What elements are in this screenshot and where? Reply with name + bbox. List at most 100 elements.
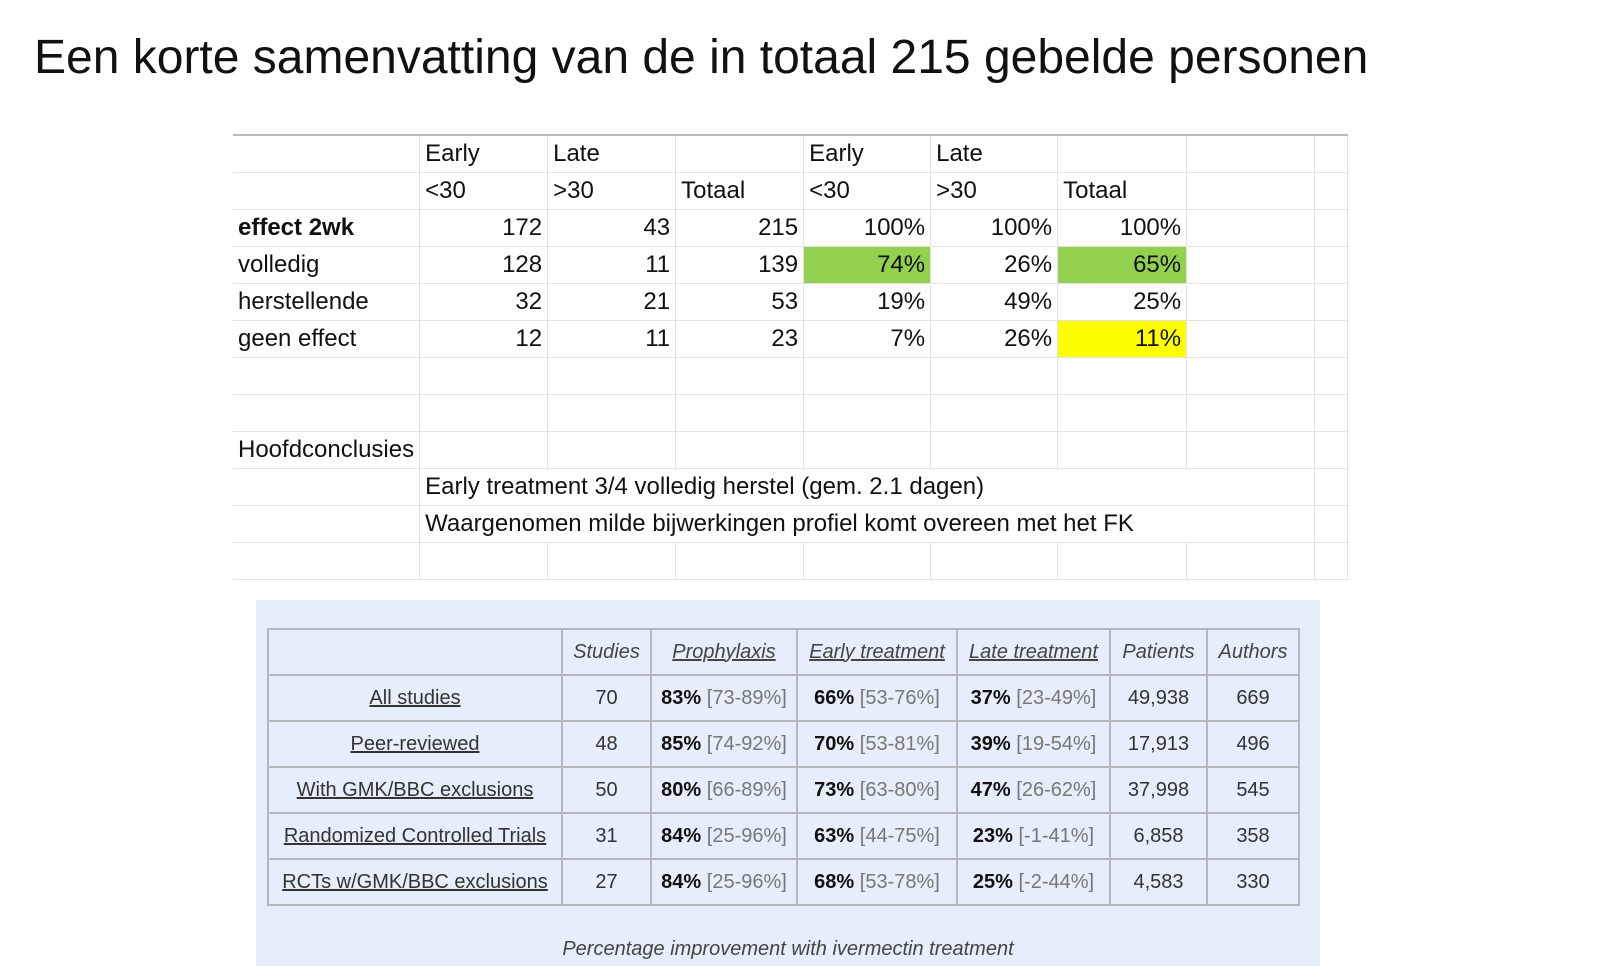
row-label: volledig <box>233 245 421 284</box>
sheet-row <box>233 356 1349 395</box>
evidence-cell: 4,583 <box>1109 858 1208 906</box>
value-cell: 49% <box>930 282 1059 321</box>
evidence-cell: 48 <box>561 720 652 768</box>
evidence-cell: 17,913 <box>1109 720 1208 768</box>
evidence-cell: With GMK/BBC exclusions <box>267 766 563 814</box>
sheet-row: herstellende 32 21 53 19% 49% 25% <box>233 282 1349 321</box>
sheet-cell <box>233 135 421 173</box>
sheet-cell <box>930 393 1059 432</box>
sheet-row: geen effect 12 11 23 7% 26% 11% <box>233 319 1349 358</box>
percent: 39% <box>970 732 1011 755</box>
column-header[interactable]: Early treatment <box>796 628 958 676</box>
column-header: Early <box>419 135 549 173</box>
sheet-cell <box>1186 541 1316 580</box>
sheet-cell <box>1186 319 1316 358</box>
sheet-cell <box>1186 393 1316 432</box>
evidence-cell: Randomized Controlled Trials <box>267 812 563 860</box>
value-cell: 26% <box>930 319 1059 358</box>
column-header: Early <box>803 135 932 173</box>
percent: 83% <box>661 686 702 709</box>
value-cell: 172 <box>419 208 549 247</box>
sheet-cell <box>803 356 932 395</box>
range: [63-80%] <box>859 778 940 801</box>
sheet-cell <box>930 430 1059 469</box>
value-cell: 43 <box>547 208 677 247</box>
row-link[interactable]: Peer-reviewed <box>350 732 480 755</box>
evidence-cell: Peer-reviewed <box>267 720 563 768</box>
evidence-cell: 669 <box>1206 674 1300 722</box>
evidence-cell: 68% [53-78%] <box>796 858 958 906</box>
row-link[interactable]: With GMK/BBC exclusions <box>296 778 534 801</box>
sheet-row: volledig 128 11 139 74% 26% 65% <box>233 245 1349 284</box>
evidence-panel: Studies Prophylaxis Early treatment Late tr… <box>256 600 1320 966</box>
range: [25-96%] <box>706 870 787 893</box>
value-cell: 128 <box>419 245 549 284</box>
sheet-cell <box>233 393 421 432</box>
percent: 37% <box>970 686 1011 709</box>
sheet-cell <box>233 171 421 210</box>
sheet-row: Hoofdconclusies <box>233 430 1349 469</box>
row-link[interactable]: Randomized Controlled Trials <box>283 824 547 847</box>
value-cell: 53 <box>675 282 805 321</box>
column-header: <30 <box>803 171 932 210</box>
evidence-cell: 84% [25-96%] <box>650 812 798 860</box>
sheet-cell <box>233 467 421 506</box>
sheet-cell <box>1186 135 1316 173</box>
column-header: Patients <box>1109 628 1208 676</box>
evidence-cell: 37,998 <box>1109 766 1208 814</box>
evidence-row: RCTs w/GMK/BBC exclusions 27 84% [25-96%] 6… <box>267 858 1300 906</box>
percent: 70% <box>814 732 855 755</box>
value-cell: 74% <box>803 245 932 284</box>
sheet-row: <30 >30 Totaal <30 >30 Totaal <box>233 171 1349 210</box>
column-header: Totaal <box>1057 171 1188 210</box>
evidence-cell: 330 <box>1206 858 1300 906</box>
sheet-cell <box>233 356 421 395</box>
sheet-cell <box>1057 356 1188 395</box>
row-link[interactable]: RCTs w/GMK/BBC exclusions <box>282 870 548 893</box>
sheet-cell <box>1314 171 1349 210</box>
sheet-cell <box>930 356 1059 395</box>
conclusion-text: Waargenomen milde bijwerkingen profiel k… <box>419 504 1316 543</box>
percent: 47% <box>970 778 1011 801</box>
row-label: herstellende <box>233 282 421 321</box>
range: [19-54%] <box>1016 732 1097 755</box>
percent: 85% <box>661 732 702 755</box>
range: [53-76%] <box>859 686 940 709</box>
percent: 68% <box>814 870 855 893</box>
column-header: Late <box>930 135 1059 173</box>
value-cell: 21 <box>547 282 677 321</box>
evidence-cell: 25% [-2-44%] <box>956 858 1111 906</box>
sheet-cell <box>1314 245 1349 284</box>
column-header[interactable]: Prophylaxis <box>650 628 798 676</box>
range: [25-96%] <box>706 824 787 847</box>
sheet-cell <box>419 356 549 395</box>
range: [53-81%] <box>859 732 940 755</box>
evidence-cell: 70% [53-81%] <box>796 720 958 768</box>
sheet-cell <box>1314 208 1349 247</box>
row-label: geen effect <box>233 319 421 358</box>
value-cell: 7% <box>803 319 932 358</box>
range: [-1-41%] <box>1018 824 1095 847</box>
sheet-cell <box>675 541 805 580</box>
value-cell: 11% <box>1057 319 1188 358</box>
column-header[interactable]: Late treatment <box>956 628 1111 676</box>
spreadsheet: Early Late Early Late <30 >30 Totaal <30 >30 Tota… <box>233 134 1349 580</box>
sheet-row <box>233 541 1349 580</box>
range: [44-75%] <box>859 824 940 847</box>
percent: 63% <box>814 824 855 847</box>
evidence-cell: 23% [-1-41%] <box>956 812 1111 860</box>
sheet-row: Waargenomen milde bijwerkingen profiel k… <box>233 504 1349 543</box>
percent: 80% <box>661 778 702 801</box>
value-cell: 100% <box>930 208 1059 247</box>
sheet-cell <box>1314 393 1349 432</box>
sheet-cell <box>1186 356 1316 395</box>
value-cell: 65% <box>1057 245 1188 284</box>
value-cell: 100% <box>1057 208 1188 247</box>
evidence-cell: 31 <box>561 812 652 860</box>
row-link[interactable]: All studies <box>369 686 461 709</box>
sheet-cell <box>675 430 805 469</box>
section-label: Hoofdconclusies <box>233 430 421 469</box>
sheet-cell <box>803 430 932 469</box>
evidence-cell: RCTs w/GMK/BBC exclusions <box>267 858 563 906</box>
